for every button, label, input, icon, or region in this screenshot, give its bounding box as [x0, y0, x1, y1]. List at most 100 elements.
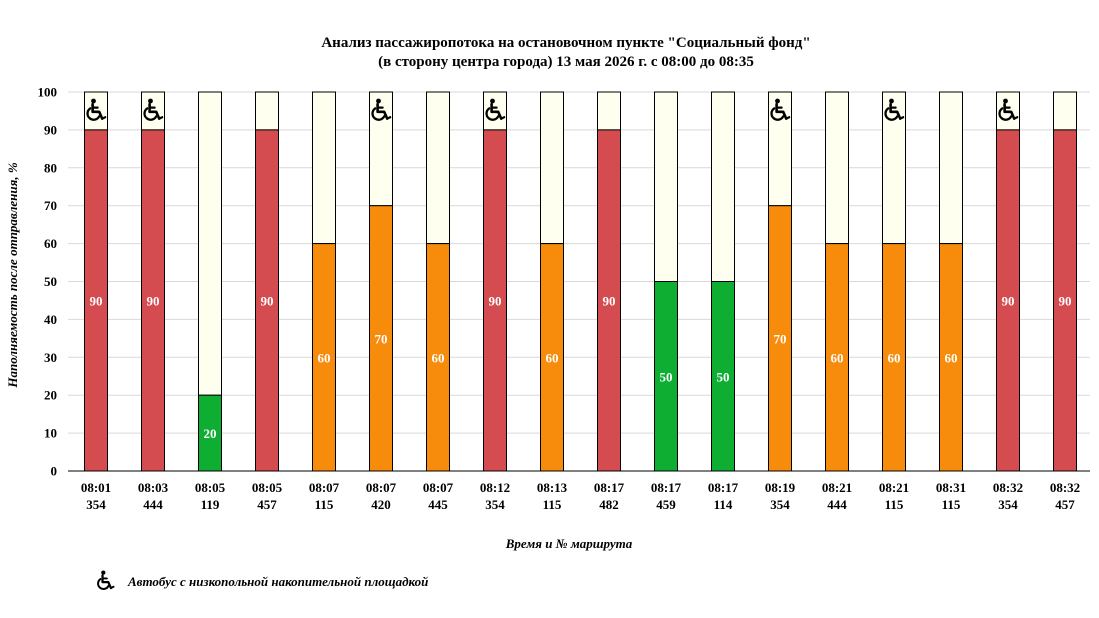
bar: [540, 243, 564, 472]
x-tick-time: 08:32: [993, 480, 1023, 495]
data-label: 60: [318, 350, 331, 365]
y-tick-label: 100: [38, 85, 58, 100]
y-tick-label: 50: [44, 274, 57, 289]
chart-title: Анализ пассажиропотока на остановочном п…: [321, 35, 810, 51]
bar: [597, 129, 621, 472]
y-tick-label: 40: [44, 312, 57, 327]
bar: [483, 129, 507, 472]
data-label: 90: [1059, 293, 1072, 308]
bar-remaining: [426, 91, 450, 245]
bar: [255, 129, 279, 472]
bar-remaining: [597, 91, 621, 131]
y-tick-label: 60: [44, 236, 57, 251]
data-label: 90: [603, 293, 616, 308]
bars: [84, 91, 1077, 472]
data-label: 60: [831, 350, 844, 365]
x-tick-time: 08:21: [879, 480, 909, 495]
bar: [825, 243, 849, 472]
x-tick-route: 115: [885, 497, 904, 512]
bar: [141, 129, 165, 472]
y-axis-title: Наполняемость после отправления, %: [5, 162, 20, 388]
bar-remaining: [312, 91, 336, 245]
x-tick-route: 459: [656, 497, 676, 512]
y-tick-label: 0: [51, 464, 58, 479]
x-tick-route: 457: [257, 497, 277, 512]
bar: [312, 243, 336, 472]
x-axis-title: Время и № маршрута: [505, 536, 633, 551]
bar: [996, 129, 1020, 472]
data-label: 90: [489, 293, 502, 308]
wheelchair-icon: [96, 570, 115, 591]
x-tick-route: 354: [770, 497, 790, 512]
bar: [711, 281, 735, 472]
bar: [654, 281, 678, 472]
x-tick-time: 08:13: [537, 480, 568, 495]
data-label: 60: [945, 350, 958, 365]
x-axis-ticks: 08:01 354 08:03 444 08:05 119 08:05 457 08:07 115…: [81, 480, 1080, 512]
x-tick-time: 08:07: [309, 480, 340, 495]
data-label: 70: [375, 331, 388, 346]
x-tick-route: 444: [827, 497, 847, 512]
bar-remaining: [654, 91, 678, 282]
data-label: 20: [204, 426, 217, 441]
data-label: 50: [660, 369, 673, 384]
x-tick-time: 08:21: [822, 480, 852, 495]
x-tick-time: 08:07: [423, 480, 454, 495]
y-axis-ticks: 0 10 20 30 40 50 60 70 80 90 100: [38, 85, 58, 479]
y-tick-label: 30: [44, 350, 57, 365]
x-tick-time: 08:17: [594, 480, 625, 495]
x-tick-route: 482: [599, 497, 619, 512]
bar: [84, 129, 108, 472]
legend: Автобус с низкопольной накопительной пло…: [96, 570, 428, 591]
x-tick-time: 08:07: [366, 480, 397, 495]
bar: [369, 205, 393, 472]
bar: [768, 205, 792, 472]
bar: [882, 243, 906, 472]
data-label: 60: [432, 350, 445, 365]
bar-remaining: [825, 91, 849, 245]
x-tick-time: 08:05: [252, 480, 283, 495]
data-label: 90: [90, 293, 103, 308]
x-tick-route: 444: [143, 497, 163, 512]
bar: [1053, 129, 1077, 472]
x-tick-time: 08:05: [195, 480, 226, 495]
data-label: 90: [261, 293, 274, 308]
y-tick-label: 90: [44, 122, 57, 137]
x-tick-route: 115: [543, 497, 562, 512]
y-tick-label: 70: [44, 198, 57, 213]
bar: [198, 394, 222, 472]
x-tick-time: 08:31: [936, 480, 966, 495]
data-label: 60: [546, 350, 559, 365]
y-tick-label: 20: [44, 388, 57, 403]
x-tick-route: 354: [998, 497, 1018, 512]
bar-remaining: [711, 91, 735, 282]
x-tick-time: 08:17: [651, 480, 682, 495]
bar-remaining: [255, 91, 279, 131]
bar-remaining: [198, 91, 222, 396]
x-tick-time: 08:17: [708, 480, 739, 495]
y-tick-label: 80: [44, 160, 57, 175]
x-tick-route: 457: [1055, 497, 1075, 512]
x-tick-route: 354: [86, 497, 106, 512]
data-label: 50: [717, 369, 730, 384]
data-label: 90: [147, 293, 160, 308]
bar-remaining: [939, 91, 963, 245]
data-label: 70: [774, 331, 787, 346]
legend-label: Автобус с низкопольной накопительной пло…: [127, 574, 428, 589]
x-tick-route: 114: [714, 497, 733, 512]
x-tick-time: 08:32: [1050, 480, 1080, 495]
bar-remaining: [1053, 91, 1077, 131]
x-tick-route: 354: [485, 497, 505, 512]
x-tick-route: 420: [371, 497, 391, 512]
data-label: 60: [888, 350, 901, 365]
x-tick-route: 115: [315, 497, 334, 512]
data-labels: 90 90 20 90 60 70 60 90 60 90 50 50 70 60 60 60 90 90: [90, 293, 1072, 441]
x-tick-time: 08:03: [138, 480, 169, 495]
chart-subtitle: (в сторону центра города) 13 мая 2026 г.…: [378, 54, 754, 70]
data-label: 90: [1002, 293, 1015, 308]
x-tick-route: 119: [201, 497, 220, 512]
bar: [426, 243, 450, 472]
x-tick-route: 115: [942, 497, 961, 512]
